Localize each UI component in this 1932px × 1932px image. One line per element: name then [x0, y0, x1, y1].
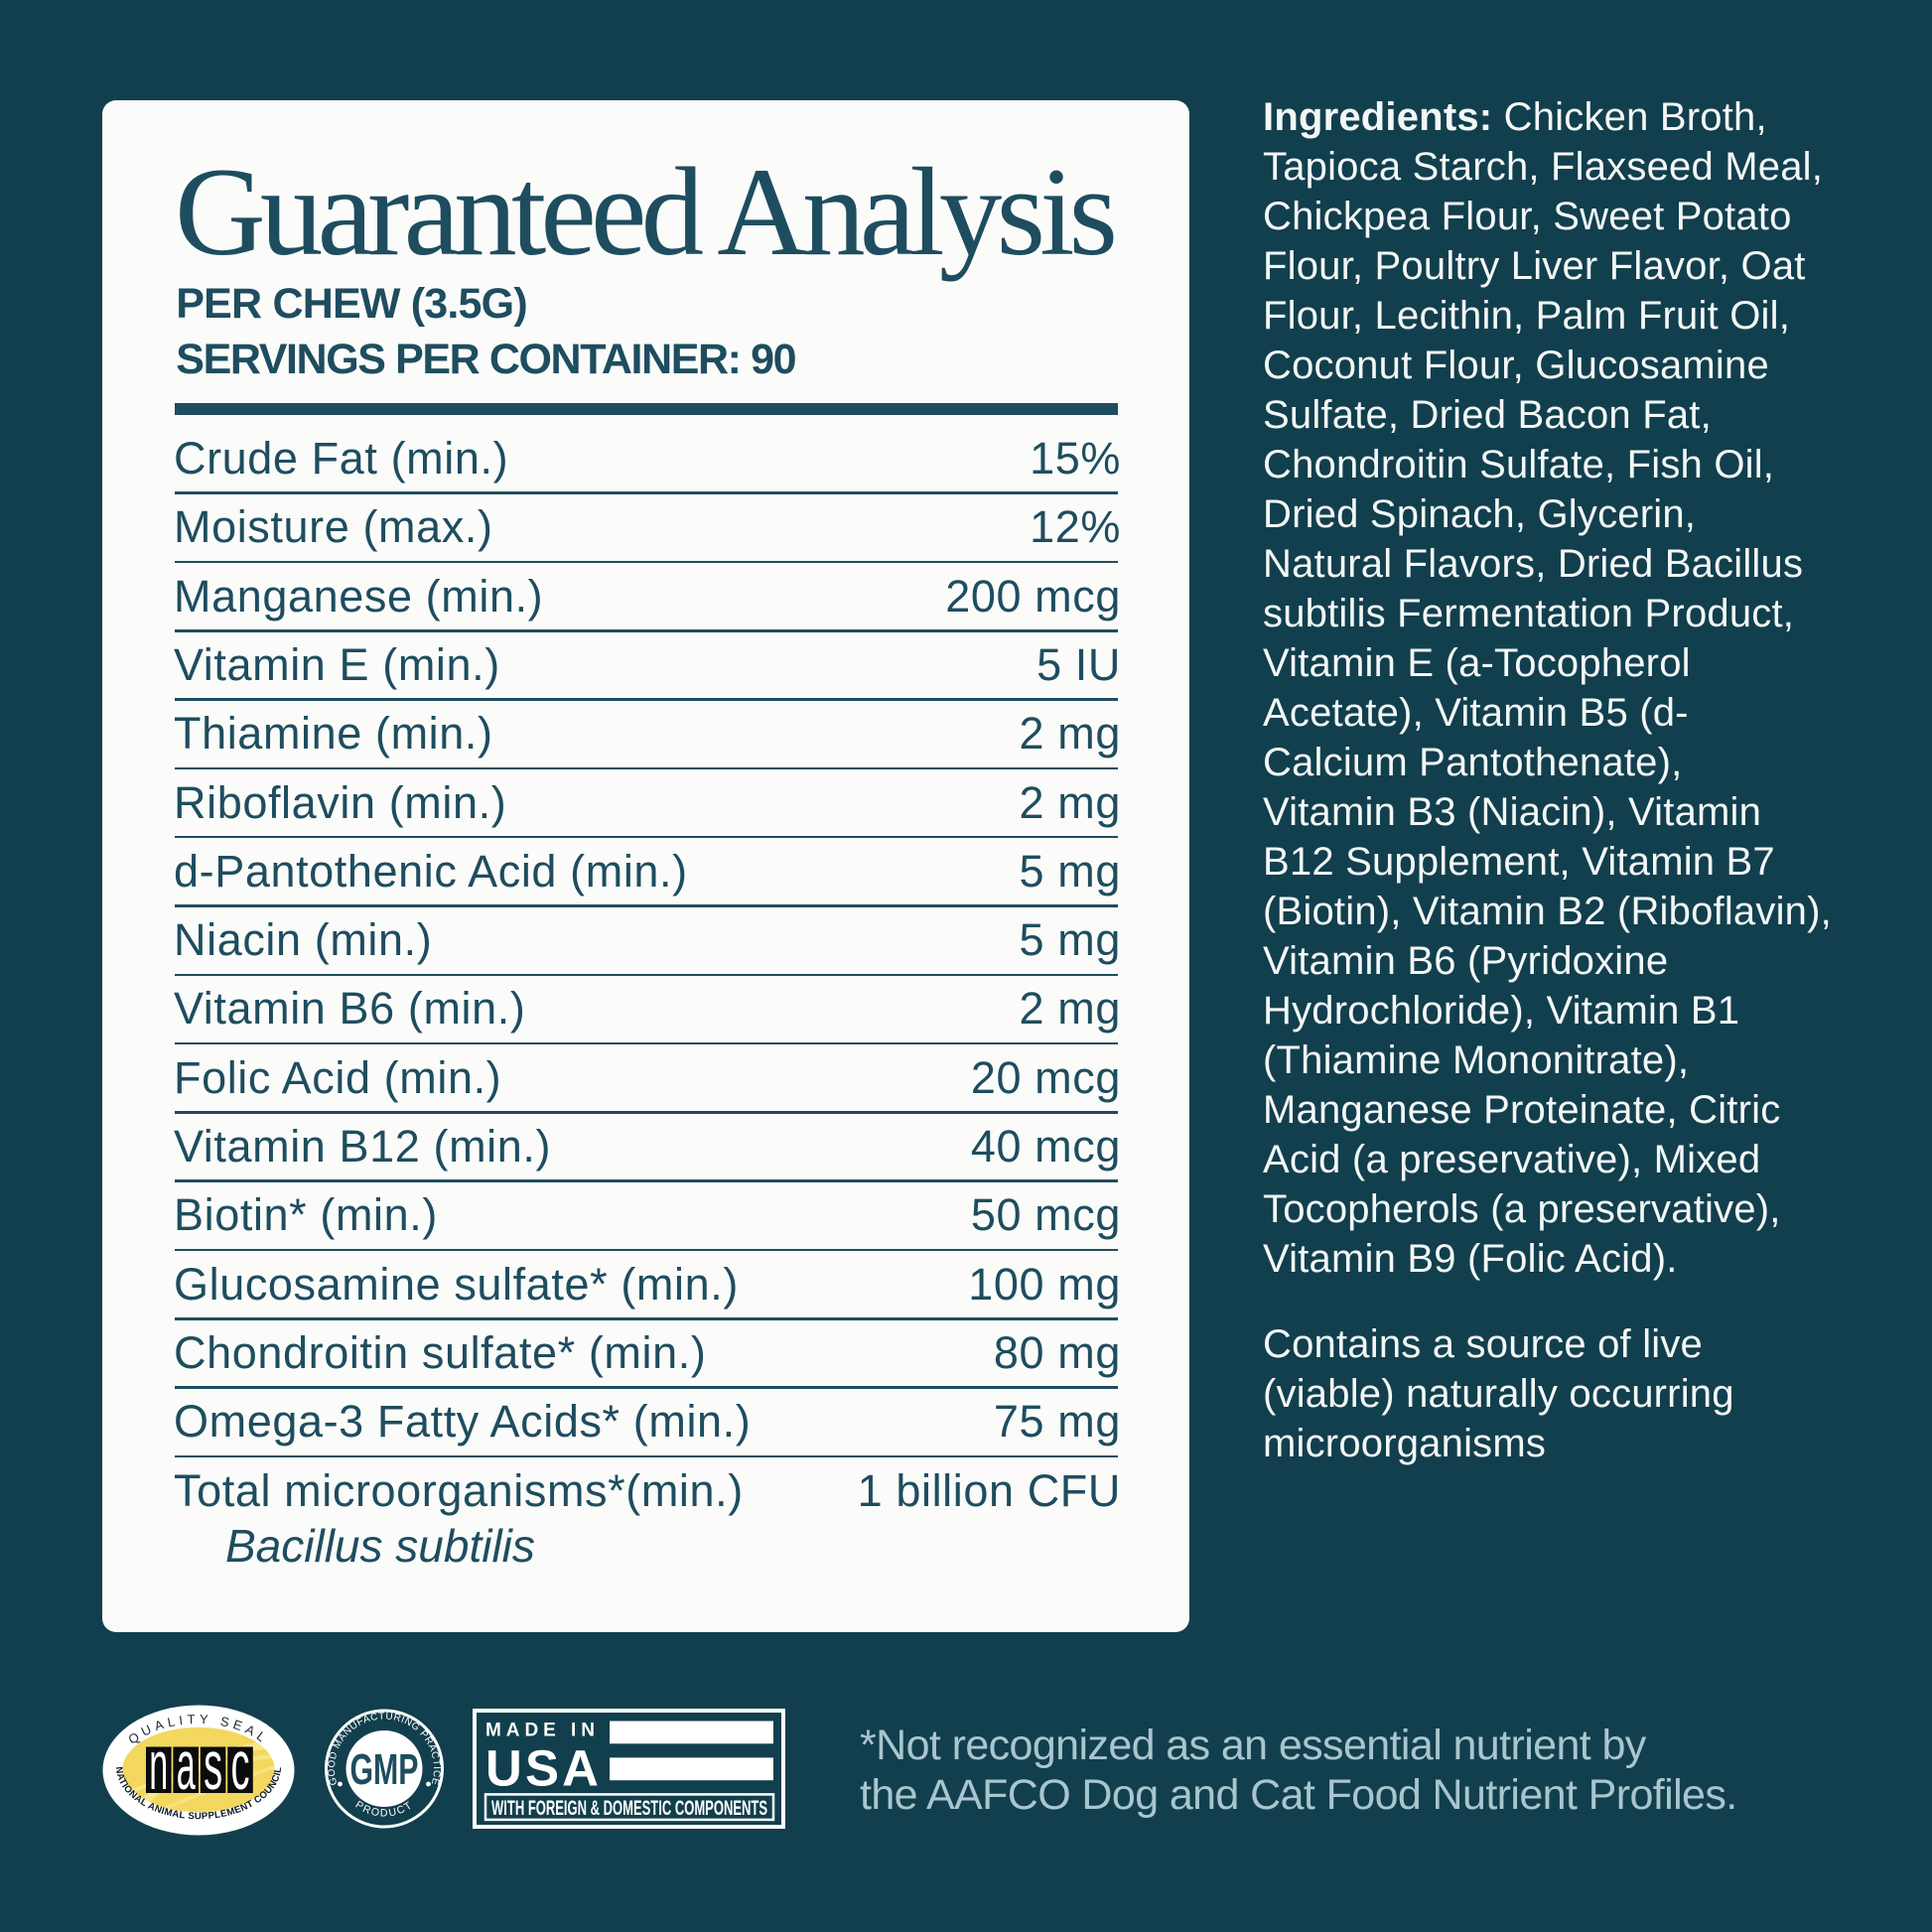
svg-text:s: s: [204, 1726, 222, 1804]
svg-text:GMP: GMP: [350, 1745, 419, 1794]
svg-text:c: c: [231, 1726, 250, 1804]
svg-text:a: a: [177, 1726, 196, 1804]
svg-text:n: n: [149, 1726, 168, 1804]
svg-text:MADE IN: MADE IN: [485, 1720, 597, 1740]
svg-text:WITH FOREIGN & DOMESTIC COMPON: WITH FOREIGN & DOMESTIC COMPONENTS: [491, 1797, 767, 1820]
svg-text:USA: USA: [485, 1740, 599, 1797]
